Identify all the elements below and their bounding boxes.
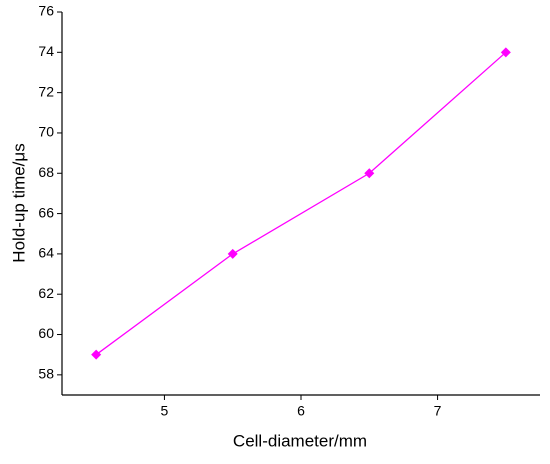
y-tick-label: 62 [38, 285, 54, 301]
x-axis-title: Cell-diameter/mm [233, 431, 367, 450]
x-tick-label: 7 [434, 403, 442, 419]
y-tick-label: 66 [38, 204, 54, 220]
y-tick-label: 72 [38, 83, 54, 99]
marker [364, 168, 375, 179]
x-tick-label: 5 [161, 403, 169, 419]
y-tick-label: 58 [38, 366, 54, 382]
y-axis-title: Hold-up time/μs [9, 143, 28, 262]
y-tick-label: 68 [38, 164, 54, 180]
marker [91, 349, 102, 360]
x-tick-label: 6 [297, 403, 305, 419]
y-tick-label: 60 [38, 325, 54, 341]
y-tick-label: 76 [38, 3, 54, 19]
line [95, 51, 507, 356]
marker [227, 248, 238, 259]
marker [500, 47, 511, 58]
y-tick-label: 74 [38, 43, 54, 59]
y-tick-label: 64 [38, 245, 54, 261]
y-tick-label: 70 [38, 124, 54, 140]
